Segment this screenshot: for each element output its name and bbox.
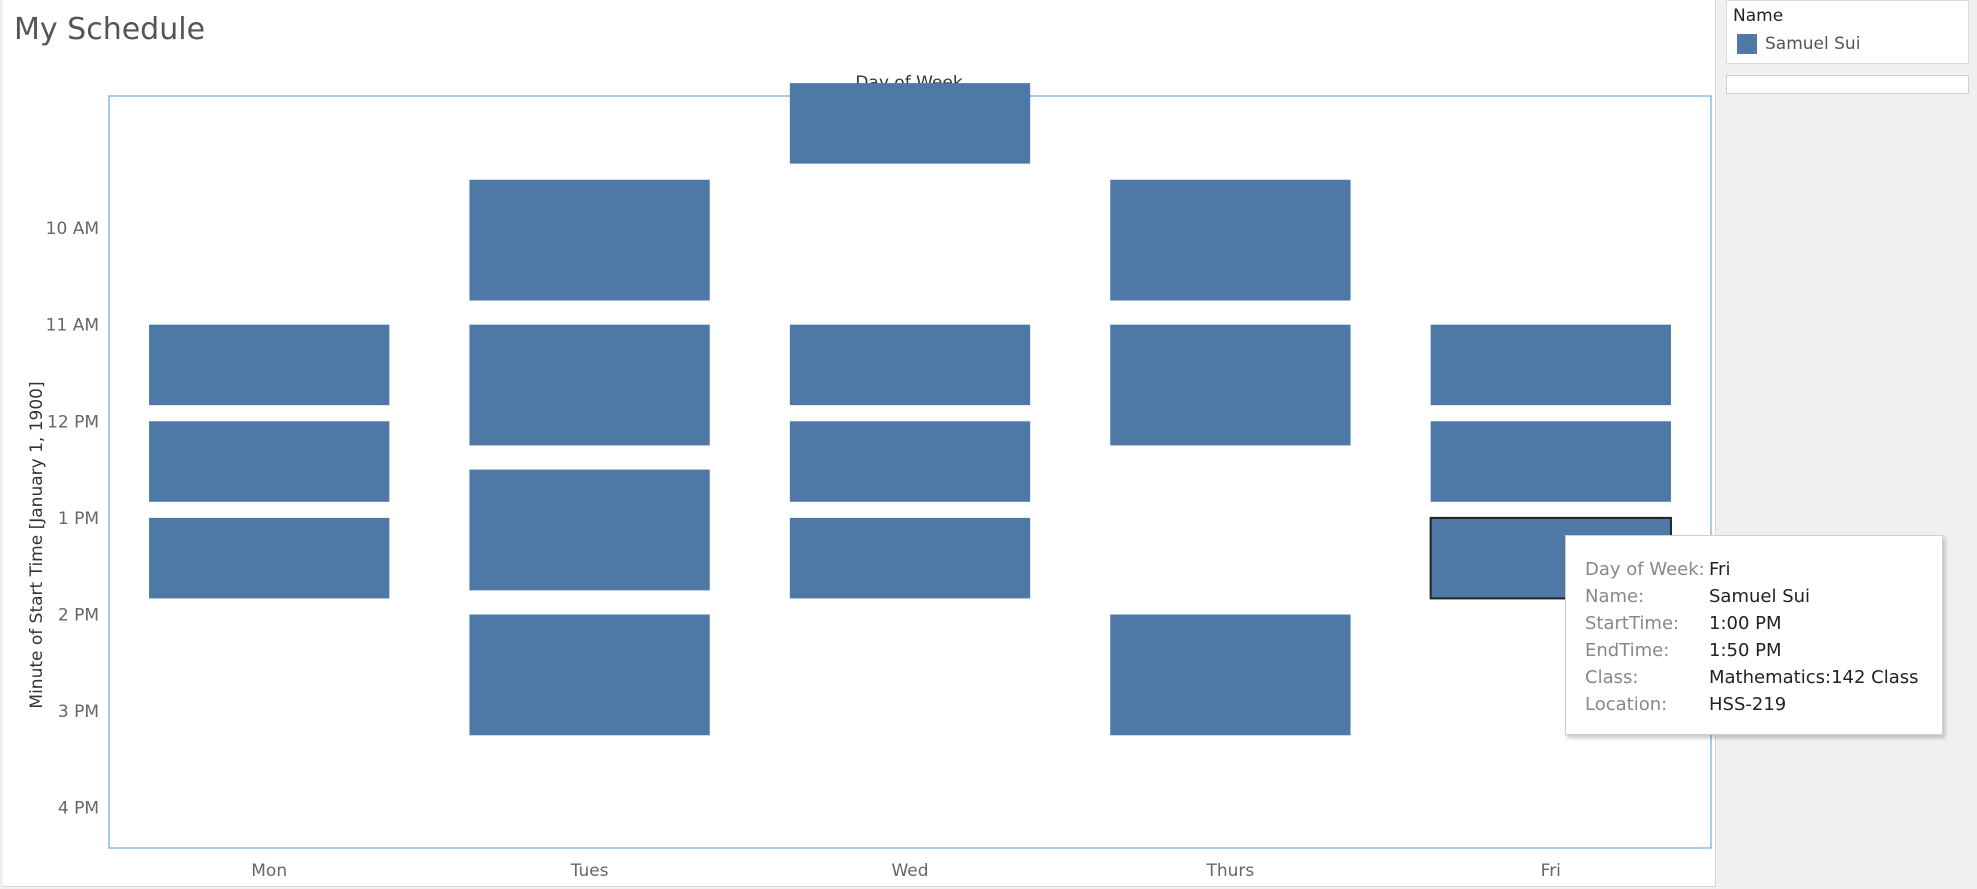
tooltip-row-class: Class: Mathematics:142 Class xyxy=(1585,664,1942,691)
tooltip-key: StartTime: xyxy=(1585,613,1680,634)
tooltip-value: Fri xyxy=(1709,559,1731,580)
tooltip-value: HSS-219 xyxy=(1709,694,1787,715)
x-tick-label: Tues xyxy=(570,861,609,881)
x-tick-label: Thurs xyxy=(1206,861,1255,881)
tooltip-key: Name: xyxy=(1585,586,1645,607)
tooltip-row-day: Day of Week: Fri xyxy=(1585,556,1942,583)
x-tick-label: Mon xyxy=(251,861,287,881)
schedule-bar[interactable] xyxy=(469,324,710,446)
tooltip-key: Class: xyxy=(1585,667,1639,688)
tooltip-key: Day of Week: xyxy=(1585,559,1705,580)
schedule-bar[interactable] xyxy=(789,83,1031,164)
schedule-bar[interactable] xyxy=(1430,324,1671,406)
y-tick-label: 3 PM xyxy=(58,702,99,722)
tooltip-key: EndTime: xyxy=(1585,640,1670,661)
tooltip-row-name: Name: Samuel Sui xyxy=(1585,583,1942,610)
schedule-bar[interactable] xyxy=(469,614,710,736)
y-tick-label: 10 AM xyxy=(46,219,99,239)
tooltip-value: Mathematics:142 Class xyxy=(1709,667,1919,688)
tooltip: Day of Week: Fri Name: Samuel Sui StartT… xyxy=(1565,535,1943,735)
dashboard-canvas: My Schedule Day of Week Minute of Start … xyxy=(3,0,1716,887)
schedule-bar[interactable] xyxy=(789,517,1031,599)
schedule-bars xyxy=(149,83,1672,736)
x-tick-label: Fri xyxy=(1541,861,1561,881)
tooltip-value: 1:00 PM xyxy=(1709,613,1782,634)
y-tick-label: 4 PM xyxy=(58,799,99,819)
schedule-bar[interactable] xyxy=(149,517,390,599)
tooltip-row-end: EndTime: 1:50 PM xyxy=(1585,637,1942,664)
tooltip-key: Location: xyxy=(1585,694,1668,715)
y-tick-label: 12 PM xyxy=(47,412,99,432)
legend-title: Name xyxy=(1733,6,1784,26)
schedule-chart: Day of Week Minute of Start Time [Januar… xyxy=(27,73,1712,881)
tooltip-row-location: Location: HSS-219 xyxy=(1585,691,1942,718)
schedule-bar[interactable] xyxy=(1110,179,1351,301)
tooltip-value: Samuel Sui xyxy=(1709,586,1811,607)
schedule-bar[interactable] xyxy=(149,421,390,502)
schedule-bar[interactable] xyxy=(469,179,710,301)
legend-item-label: Samuel Sui xyxy=(1765,34,1861,54)
y-axis-ticks: 10 AM 11 AM 12 PM 1 PM 2 PM 3 PM 4 PM xyxy=(46,219,99,819)
page-title: My Schedule xyxy=(14,12,206,47)
x-tick-label: Wed xyxy=(891,861,928,881)
legend-swatch xyxy=(1737,34,1757,54)
schedule-bar[interactable] xyxy=(149,324,390,406)
x-axis-ticks: Mon Tues Wed Thurs Fri xyxy=(251,861,1561,881)
y-axis-label: Minute of Start Time [January 1, 1900] xyxy=(27,381,47,708)
schedule-bar[interactable] xyxy=(469,469,710,591)
filter-box[interactable] xyxy=(1726,75,1969,94)
y-tick-label: 1 PM xyxy=(58,509,99,529)
tooltip-value: 1:50 PM xyxy=(1709,640,1782,661)
tooltip-row-start: StartTime: 1:00 PM xyxy=(1585,610,1942,637)
schedule-bar[interactable] xyxy=(1110,324,1351,446)
y-tick-label: 2 PM xyxy=(58,606,99,626)
schedule-bar[interactable] xyxy=(789,421,1031,502)
legend-item[interactable]: Samuel Sui xyxy=(1737,34,1860,54)
schedule-bar[interactable] xyxy=(1430,421,1671,502)
schedule-bar[interactable] xyxy=(789,324,1031,406)
y-tick-label: 11 AM xyxy=(46,316,99,336)
schedule-bar[interactable] xyxy=(1110,614,1351,736)
legend-panel: Name Samuel Sui xyxy=(1726,0,1969,64)
